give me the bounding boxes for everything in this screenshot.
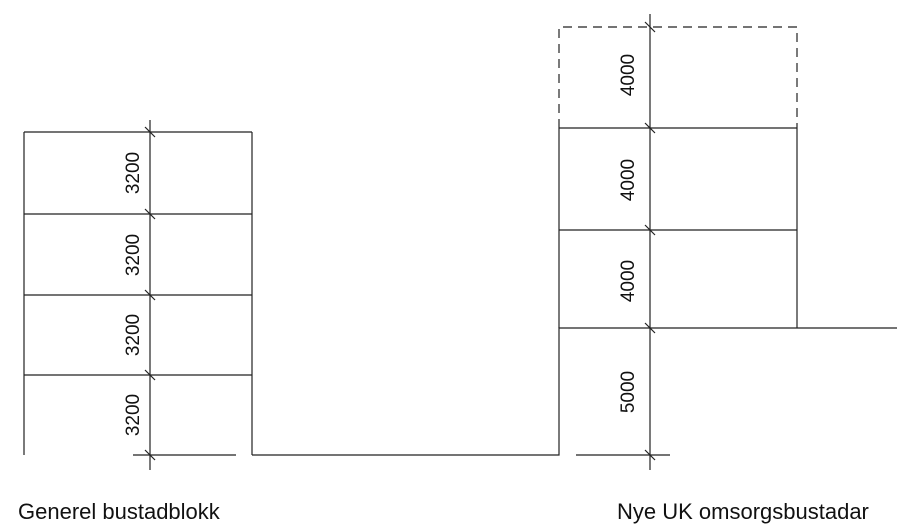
dimension-tick: [644, 322, 656, 334]
right-future-floor-outline: [558, 26, 798, 128]
dimension-tick: [144, 289, 156, 301]
right-future-floor-height: 4000: [618, 54, 639, 96]
terrain-line: [252, 327, 897, 456]
left-floor-3-height: 3200: [123, 314, 144, 356]
right-building-caption: Nye UK omsorgsbustadar: [617, 499, 869, 524]
dimension-tick: [644, 449, 656, 461]
right-building: 4000 4000 4000 5000: [558, 14, 798, 470]
dimension-tick: [644, 122, 656, 134]
dimension-tick: [644, 21, 656, 33]
dimension-tick: [644, 224, 656, 236]
dimension-tick: [144, 126, 156, 138]
left-floor-4-height: 3200: [123, 394, 144, 436]
left-dimension-ticks: [144, 126, 156, 461]
right-dimension-ticks: [644, 21, 656, 461]
dimension-tick: [144, 449, 156, 461]
left-building: 3200 3200 3200 3200: [23, 120, 253, 470]
dimension-tick: [144, 369, 156, 381]
right-floor-3-height: 4000: [618, 159, 639, 201]
left-floor-1-height: 3200: [123, 152, 144, 194]
right-floor-1-height: 5000: [618, 371, 639, 413]
right-floor-2-height: 4000: [618, 260, 639, 302]
left-floor-2-height: 3200: [123, 234, 144, 276]
dimension-tick: [144, 208, 156, 220]
left-building-caption: Generel bustadblokk: [18, 499, 221, 524]
